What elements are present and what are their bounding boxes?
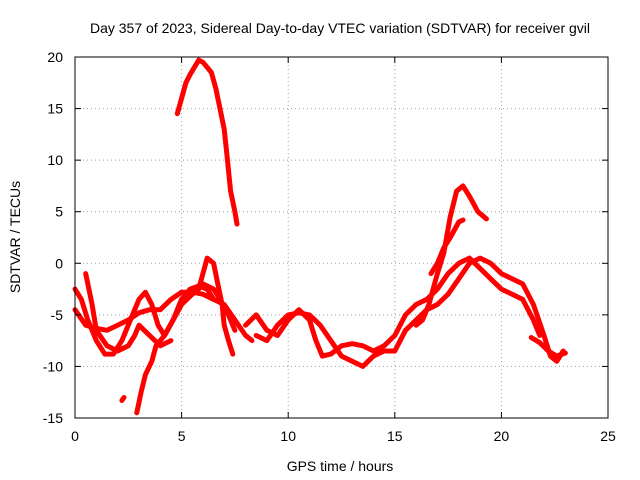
chart-title: Day 357 of 2023, Sidereal Day-to-day VTE… bbox=[90, 20, 590, 36]
series-arc-j bbox=[413, 183, 489, 328]
y-tick-label: 10 bbox=[47, 152, 63, 168]
plot-frame bbox=[74, 56, 609, 419]
series-arc-a bbox=[72, 283, 217, 357]
series-arc-k bbox=[428, 217, 466, 277]
x-tick-label: 10 bbox=[280, 428, 296, 444]
series-arc-i bbox=[253, 255, 566, 369]
series-arc-e bbox=[119, 394, 127, 403]
y-tick-label: -15 bbox=[43, 410, 63, 426]
series-arc-l bbox=[528, 335, 568, 359]
x-tick-label: 25 bbox=[600, 428, 616, 444]
data-series bbox=[72, 57, 568, 416]
x-axis-label: GPS time / hours bbox=[287, 458, 394, 474]
y-tick-label: 15 bbox=[47, 101, 63, 117]
y-tick-label: -10 bbox=[43, 358, 63, 374]
y-axis-label: SDTVAR / TECUs bbox=[7, 181, 23, 293]
series-arc-g bbox=[174, 57, 240, 227]
ticks: 0 5 10 15 20 25 -15 -10 -5 0 5 10 15 20 bbox=[43, 49, 616, 444]
series-arc-f bbox=[174, 255, 236, 357]
x-tick-label: 20 bbox=[494, 428, 510, 444]
grid bbox=[75, 57, 608, 418]
x-tick-label: 15 bbox=[387, 428, 403, 444]
y-tick-label: 5 bbox=[55, 204, 63, 220]
series-arc-c bbox=[83, 271, 174, 354]
x-tick-label: 5 bbox=[178, 428, 186, 444]
y-tick-label: 0 bbox=[55, 255, 63, 271]
y-tick-label: -5 bbox=[51, 307, 64, 323]
x-tick-label: 0 bbox=[71, 428, 79, 444]
y-tick-label: 20 bbox=[47, 49, 63, 65]
series-arc-h bbox=[243, 255, 543, 359]
